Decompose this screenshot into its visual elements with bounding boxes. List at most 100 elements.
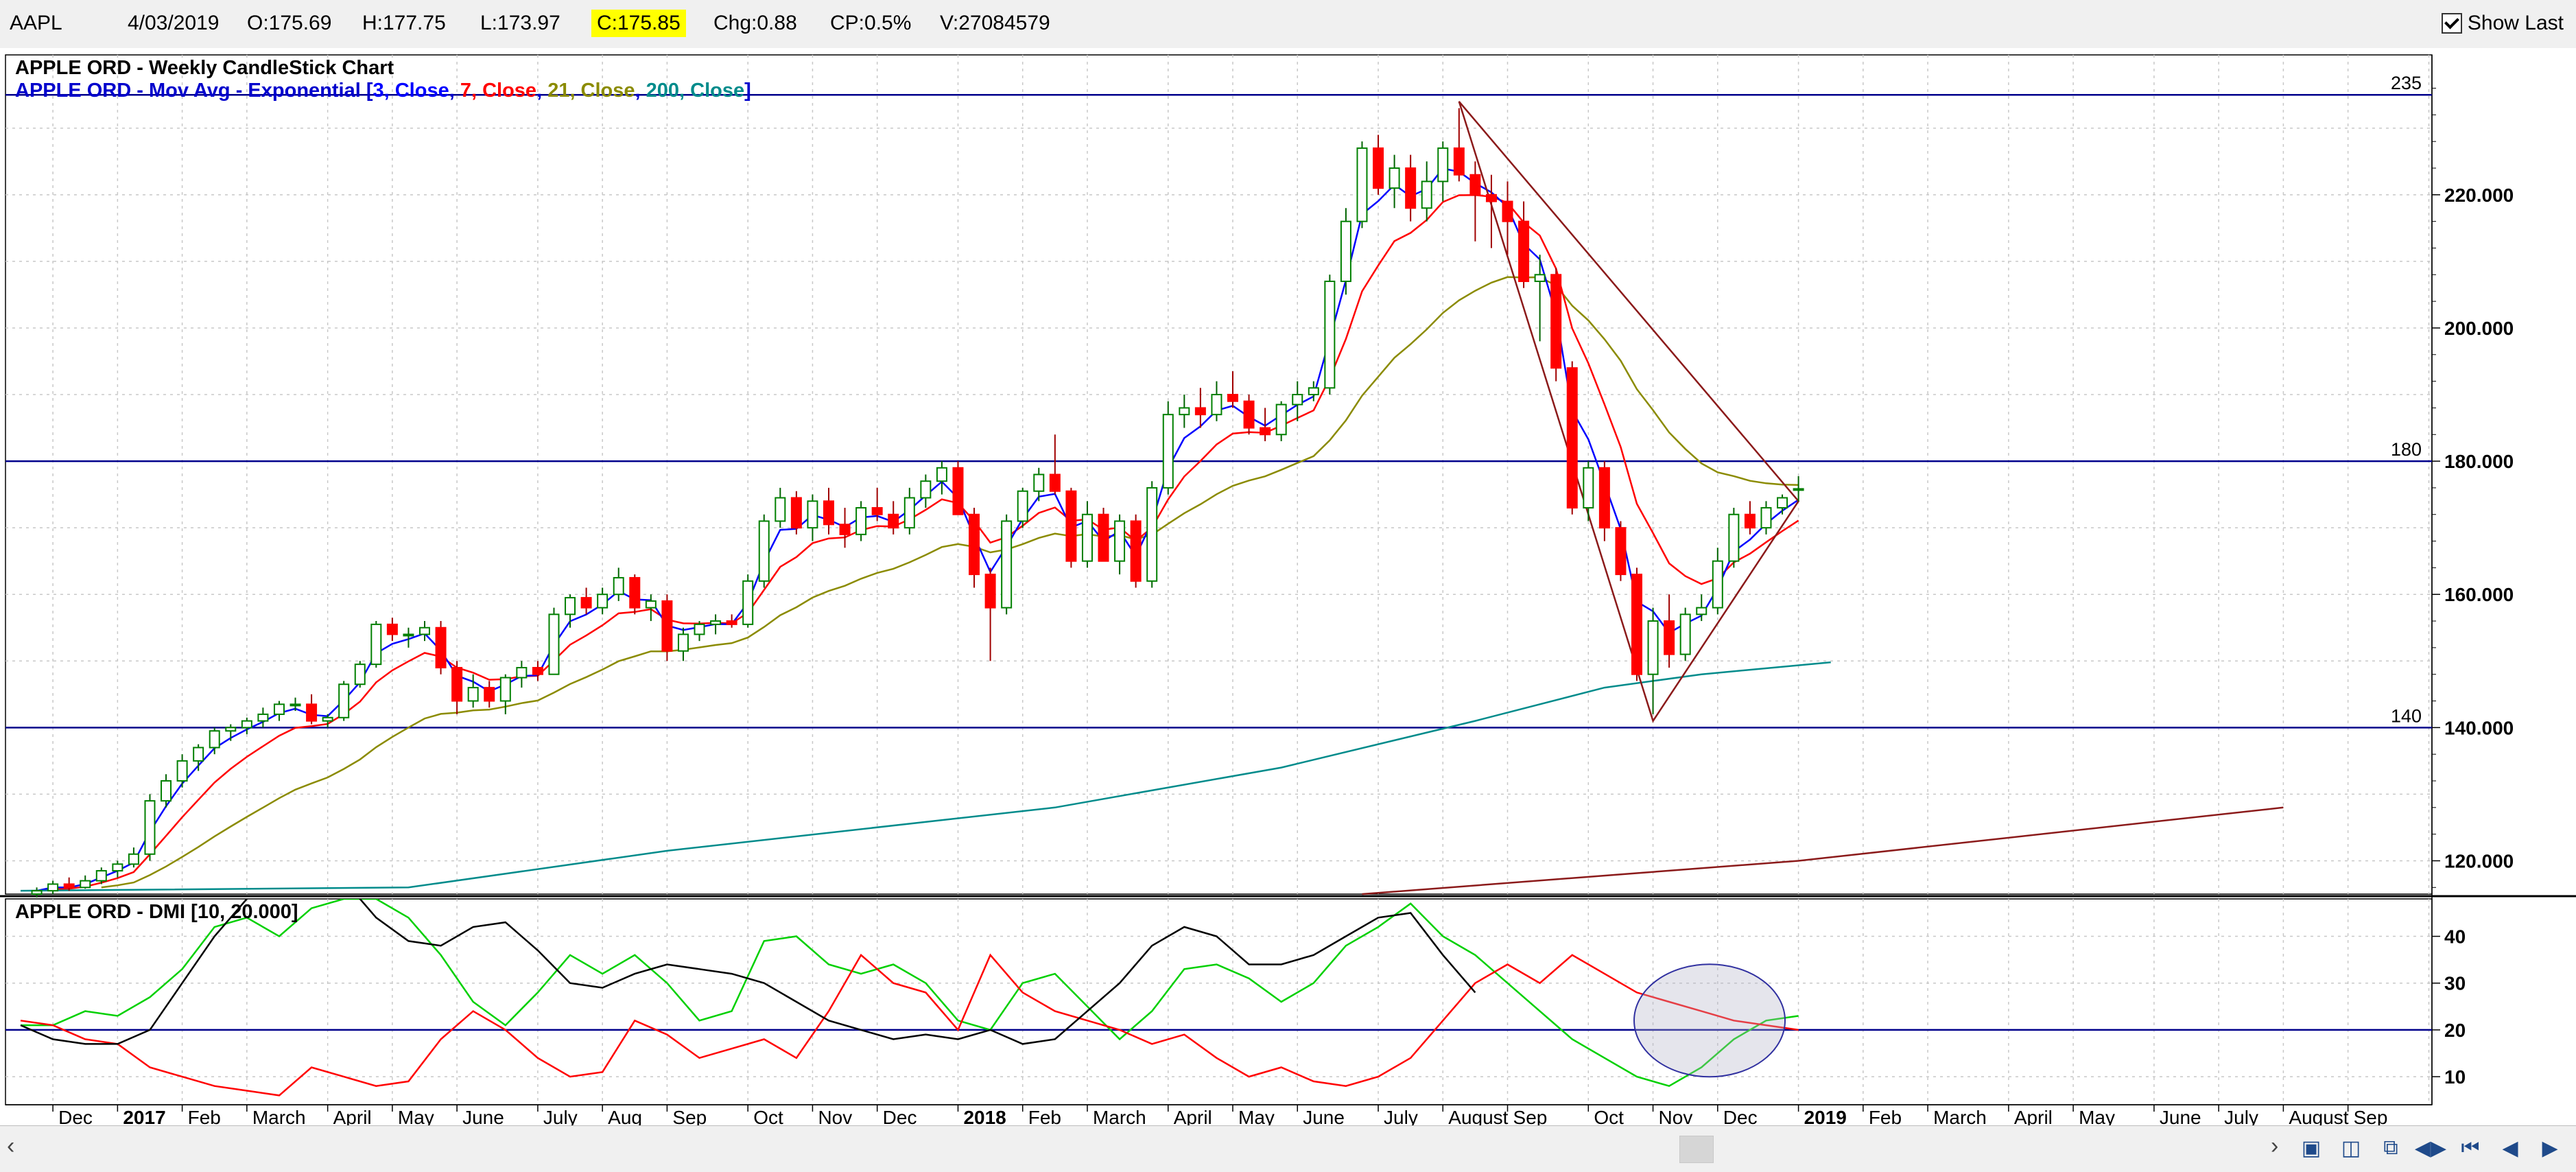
time-axis-label: Feb [1028,1107,1061,1125]
candle-body [1550,274,1562,369]
dmi-y-tick-label: 30 [2444,973,2466,994]
legend-part: 7, Close [460,80,536,102]
horizontal-level-label: 235 [2391,73,2422,93]
candle-body [112,863,123,872]
legend-part: , [536,80,547,102]
dmi-y-tick-label: 40 [2444,926,2466,948]
high-field: H:177.75 [362,12,446,34]
candle-body [1098,513,1109,562]
copy-icon[interactable]: ◫ [2341,1136,2361,1160]
candle-body [225,727,237,732]
candle-body [871,507,883,515]
dmi-panel [5,899,2432,1097]
change-field: Chg:0.88 [713,12,797,34]
scroll-left-arrow-icon[interactable]: ‹ [7,1133,15,1159]
chart-area[interactable]: 235 180 140 120.000 140.000 160.000 180.000 20… [0,48,2576,1125]
candle-body [1356,147,1368,222]
time-axis-label: 2017 [123,1107,165,1125]
candle-body [209,730,220,749]
candle-body [241,720,252,729]
volume-field: V:27084579 [940,12,1050,34]
grid-layer [0,54,2576,1105]
show-last-checkbox[interactable] [2441,13,2462,34]
candle-body [1001,520,1013,609]
close-field: C:175.85 [591,10,686,37]
candle-body [451,666,463,702]
time-axis-label: Sep [1513,1107,1548,1125]
candle-body [484,687,495,702]
candle-body [1615,527,1627,576]
price-y-tick-label: 120.000 [2444,850,2514,871]
price-panel-border [5,54,2433,895]
horizontal-level-label: 180 [2391,439,2422,460]
candle-body [903,497,915,529]
candle-body [629,576,641,609]
candle-body [984,574,996,609]
candle-body [403,633,414,637]
time-axis-label: April [1174,1107,1212,1125]
candle-body [1777,497,1788,509]
scroll-right-arrow-icon[interactable]: › [2271,1133,2279,1159]
open-field: O:175.69 [247,12,332,34]
step-forward-icon[interactable]: ▶ [2542,1136,2558,1160]
candle-body [1566,367,1578,509]
candle-body [1583,467,1594,509]
candle-body [1744,513,1756,529]
candle-body [322,716,333,722]
moving-average-legend: APPLE ORD - Mov Avg - Exponential [3, Cl… [15,80,751,102]
candle-body [790,497,802,529]
horizontal-level-label: 140 [2391,705,2422,726]
zoom-fit-icon[interactable]: ◀▶ [2414,1136,2447,1160]
time-axis-label: June [1303,1107,1345,1125]
candle-body [1502,200,1513,222]
time-axis-label: July [543,1107,578,1125]
change-percent-field: CP:0.5% [830,12,912,34]
candle-body [257,713,269,722]
time-axis-label: March [1933,1107,1987,1125]
candle-body [435,626,447,668]
candle-body [823,500,834,526]
symbol-field[interactable]: AAPL [10,12,62,34]
scroll-thumb[interactable] [1679,1136,1714,1163]
candle-body [419,626,430,635]
time-axis-label: Feb [1869,1107,1902,1125]
candle-body [1453,147,1465,176]
chart-canvas[interactable]: 235 180 140 120.000 140.000 160.000 180.000 20… [0,48,2576,1125]
time-axis-label: May [2079,1107,2115,1125]
time-axis-label: Nov [818,1107,852,1125]
candle-body [499,677,511,702]
candle-body [1114,520,1126,562]
time-axis-label: Dec [58,1107,93,1125]
time-axis-label: Sep [672,1107,707,1125]
candle-body [386,623,398,635]
candle-body [661,600,673,652]
candle-body [775,497,786,522]
candle-body [1534,274,1546,283]
go-first-icon[interactable]: ⏮ [2461,1136,2480,1159]
low-field: L:173.97 [480,12,560,34]
legend-part: 200, Close [646,80,744,102]
show-last-toggle[interactable]: Show Last [2441,10,2564,37]
print-icon[interactable]: ▣ [2301,1136,2321,1160]
candle-body [144,800,156,855]
price-y-tick-label: 200.000 [2444,318,2514,339]
candle-body [920,480,932,499]
time-axis-label: Sep [2354,1107,2388,1125]
candle-body [176,760,188,782]
candle-body [1679,613,1691,655]
candle-body [354,664,366,685]
candle-body [694,623,705,635]
candle-body [1324,281,1336,389]
export-icon[interactable]: ⧉ [2383,1136,2398,1159]
time-axis-label: Dec [883,1107,917,1125]
candle-body [1227,394,1238,402]
time-axis-label: July [1384,1107,1418,1125]
candle-body [1664,620,1675,655]
time-axis-label: Oct [1594,1107,1624,1125]
candle-body [1081,513,1093,562]
step-back-icon[interactable]: ◀ [2502,1136,2518,1160]
candle-body [80,880,91,889]
candle-body [1340,220,1351,283]
horizontal-scrollbar[interactable]: ‹ › ▣ ◫ ⧉ ◀▶ ⏮ ◀ ▶ [0,1125,2576,1172]
candle-body [95,870,107,882]
